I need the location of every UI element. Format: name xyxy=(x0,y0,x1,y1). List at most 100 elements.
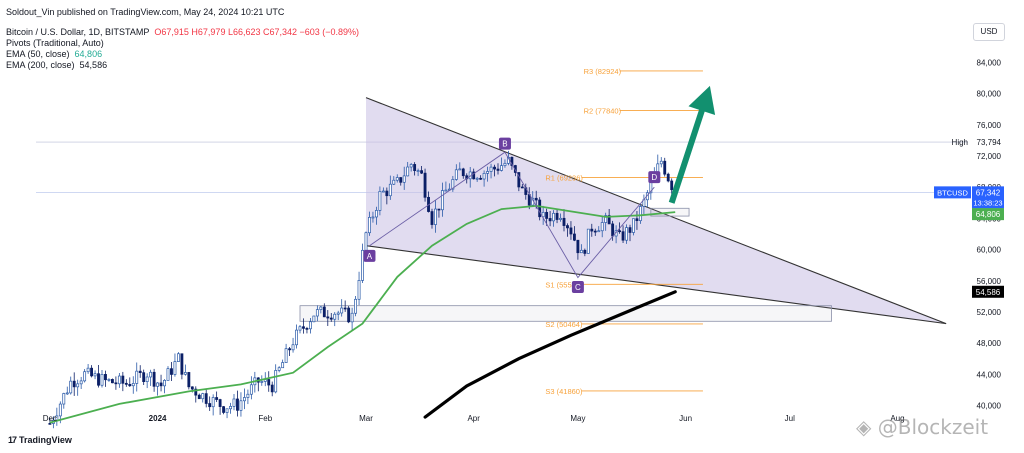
currency-button[interactable]: USD xyxy=(973,23,1005,41)
candle xyxy=(430,211,434,225)
candle xyxy=(236,398,239,411)
candle xyxy=(274,370,278,393)
candle xyxy=(458,168,462,171)
x-tick-label: Apr xyxy=(467,414,480,423)
candle xyxy=(392,179,396,185)
candle xyxy=(194,388,198,396)
candle xyxy=(420,170,424,174)
candle xyxy=(659,160,663,165)
candle xyxy=(347,307,351,323)
candle xyxy=(496,168,500,171)
candle xyxy=(201,393,205,400)
symbol-name[interactable]: Bitcoin / U.S. Dollar, 1D, BITSTAMP xyxy=(6,27,150,37)
candle xyxy=(357,280,361,300)
candle xyxy=(170,368,173,375)
pivots-label: Pivots (Traditional, Auto) xyxy=(6,38,104,48)
ema50-legend[interactable]: EMA (50, close) 64,806 xyxy=(6,49,102,59)
candle xyxy=(336,312,340,315)
countdown-label: 13:38:23 xyxy=(973,198,1002,207)
pivots-legend[interactable]: Pivots (Traditional, Auto) xyxy=(6,38,104,48)
marker-d xyxy=(648,171,661,184)
candle xyxy=(583,249,587,254)
candle xyxy=(343,307,347,310)
candle xyxy=(72,380,76,388)
candle xyxy=(611,223,615,237)
candle xyxy=(173,361,177,375)
candle xyxy=(90,367,94,377)
candle xyxy=(131,383,135,387)
candle xyxy=(381,190,385,193)
candle xyxy=(413,164,417,171)
candle xyxy=(58,403,62,417)
marker-label-b: B xyxy=(502,140,507,149)
high-value-label: 73,794 xyxy=(977,138,1002,147)
candle xyxy=(666,173,670,182)
candle xyxy=(364,232,368,251)
candle xyxy=(242,397,246,402)
candle xyxy=(510,156,514,166)
candle xyxy=(493,166,496,170)
candle xyxy=(183,372,187,375)
candle xyxy=(670,180,674,191)
candle xyxy=(190,386,194,390)
x-tick-label: May xyxy=(570,414,585,423)
tradingview-brand: TradingView xyxy=(19,435,72,445)
candle xyxy=(541,211,545,218)
candle xyxy=(322,306,326,318)
x-tick-label: 2024 xyxy=(149,414,167,423)
pivot-label-5: S3 (41860) xyxy=(545,387,583,396)
candle xyxy=(621,231,625,241)
ema200-label: EMA (200, close) xyxy=(6,60,75,70)
candle xyxy=(548,218,552,222)
candle xyxy=(632,218,635,233)
x-tick-label: Feb xyxy=(258,414,272,423)
candle xyxy=(566,225,569,229)
candle xyxy=(86,367,90,373)
candle xyxy=(437,208,441,211)
candle xyxy=(302,326,305,329)
candle xyxy=(538,199,542,218)
candle xyxy=(440,190,444,211)
candle xyxy=(333,313,337,320)
candle xyxy=(62,393,66,405)
watermark: ◈ @Blockzeit xyxy=(856,415,988,439)
candle xyxy=(156,382,160,387)
candle xyxy=(97,373,100,386)
publisher-line: Soldout_Vin published on TradingView.com… xyxy=(6,7,285,17)
candle xyxy=(211,397,215,408)
candle xyxy=(475,177,479,180)
symbol-badge-label: BTCUSD xyxy=(937,188,968,197)
candle xyxy=(284,348,288,363)
candle xyxy=(187,372,191,388)
candle xyxy=(586,228,590,254)
marker-label-d: D xyxy=(651,173,657,182)
candle xyxy=(388,183,392,197)
candle xyxy=(197,394,201,400)
candle xyxy=(628,227,632,233)
candle xyxy=(572,233,576,241)
candle xyxy=(597,230,601,233)
y-tick-label: 52,000 xyxy=(977,308,1002,317)
candle xyxy=(402,175,406,183)
candle xyxy=(500,165,503,171)
candle xyxy=(326,316,330,319)
candle xyxy=(416,170,420,172)
candle xyxy=(399,177,403,183)
x-tick-label: Mar xyxy=(359,414,373,423)
candle xyxy=(378,191,382,211)
marker-a xyxy=(363,249,376,262)
candle xyxy=(114,382,118,385)
candle xyxy=(451,179,455,190)
candle xyxy=(579,249,583,254)
tradingview-footer[interactable]: 17 TradingView xyxy=(8,435,72,445)
ema200-value: 54,586 xyxy=(79,60,108,70)
candle xyxy=(371,216,375,219)
candle xyxy=(600,222,604,232)
candle xyxy=(590,228,594,232)
y-tick-label: 44,000 xyxy=(977,370,1002,379)
ema200-legend[interactable]: EMA (200, close) 54,586 xyxy=(6,60,107,70)
watermark-icon: ◈ xyxy=(856,415,872,439)
candle xyxy=(319,306,323,310)
candle xyxy=(291,344,295,351)
